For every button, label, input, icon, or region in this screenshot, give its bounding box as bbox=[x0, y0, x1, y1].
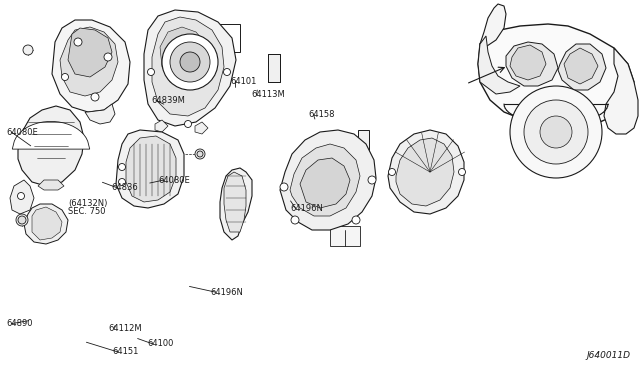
Circle shape bbox=[352, 216, 360, 224]
Bar bbox=[358, 130, 369, 160]
Text: 64196N: 64196N bbox=[291, 204, 323, 213]
Text: 64151: 64151 bbox=[113, 347, 139, 356]
Polygon shape bbox=[224, 172, 246, 232]
Circle shape bbox=[458, 169, 465, 176]
Polygon shape bbox=[396, 138, 454, 206]
Bar bbox=[330, 226, 360, 246]
Circle shape bbox=[104, 53, 112, 61]
Text: 64890: 64890 bbox=[6, 319, 33, 328]
Circle shape bbox=[17, 192, 24, 199]
Circle shape bbox=[147, 68, 154, 76]
Bar bbox=[195, 24, 240, 52]
Polygon shape bbox=[38, 180, 64, 190]
Circle shape bbox=[18, 216, 26, 224]
Polygon shape bbox=[478, 24, 634, 124]
Circle shape bbox=[23, 45, 33, 55]
Circle shape bbox=[118, 164, 125, 170]
Polygon shape bbox=[24, 204, 68, 244]
Circle shape bbox=[510, 86, 602, 178]
Polygon shape bbox=[300, 158, 350, 208]
Polygon shape bbox=[506, 42, 558, 86]
Polygon shape bbox=[10, 180, 34, 214]
Circle shape bbox=[162, 34, 218, 90]
Text: 64196N: 64196N bbox=[210, 288, 243, 296]
Text: 64836: 64836 bbox=[111, 183, 138, 192]
Polygon shape bbox=[68, 28, 112, 77]
Polygon shape bbox=[290, 144, 360, 216]
Circle shape bbox=[195, 149, 205, 159]
Circle shape bbox=[16, 214, 28, 226]
Text: SEC. 750: SEC. 750 bbox=[68, 207, 106, 216]
Circle shape bbox=[291, 216, 299, 224]
Polygon shape bbox=[510, 45, 546, 80]
Circle shape bbox=[540, 116, 572, 148]
Polygon shape bbox=[85, 104, 115, 124]
Text: 64112M: 64112M bbox=[109, 324, 143, 333]
Polygon shape bbox=[388, 130, 464, 214]
Polygon shape bbox=[32, 207, 62, 240]
Circle shape bbox=[368, 176, 376, 184]
Circle shape bbox=[197, 151, 203, 157]
Polygon shape bbox=[18, 106, 84, 186]
Polygon shape bbox=[152, 17, 224, 116]
Text: (64132N): (64132N) bbox=[68, 199, 108, 208]
Text: J640011D: J640011D bbox=[586, 351, 630, 360]
Polygon shape bbox=[280, 130, 376, 230]
Circle shape bbox=[74, 38, 82, 46]
Circle shape bbox=[280, 183, 288, 191]
Polygon shape bbox=[478, 36, 520, 94]
Circle shape bbox=[184, 121, 191, 128]
Polygon shape bbox=[220, 168, 252, 240]
Polygon shape bbox=[60, 27, 118, 96]
Text: 64101: 64101 bbox=[230, 77, 257, 86]
Text: 64100: 64100 bbox=[147, 339, 173, 348]
Circle shape bbox=[180, 52, 200, 72]
Bar bbox=[268, 54, 280, 82]
Text: 64080E: 64080E bbox=[159, 176, 191, 185]
Circle shape bbox=[223, 68, 230, 76]
Text: 64158: 64158 bbox=[308, 110, 335, 119]
Polygon shape bbox=[12, 122, 90, 149]
Text: 64080E: 64080E bbox=[6, 128, 38, 137]
Polygon shape bbox=[144, 10, 236, 126]
Circle shape bbox=[91, 93, 99, 101]
Circle shape bbox=[524, 100, 588, 164]
Bar bbox=[268, 54, 280, 82]
Polygon shape bbox=[195, 122, 208, 134]
Polygon shape bbox=[160, 27, 208, 84]
Circle shape bbox=[170, 42, 210, 82]
Polygon shape bbox=[558, 44, 606, 90]
Circle shape bbox=[61, 74, 68, 80]
Polygon shape bbox=[116, 130, 184, 208]
Polygon shape bbox=[564, 48, 598, 84]
Text: 64113M: 64113M bbox=[252, 90, 285, 99]
Text: 64839M: 64839M bbox=[151, 96, 185, 105]
Circle shape bbox=[118, 179, 125, 186]
Polygon shape bbox=[126, 136, 176, 202]
Polygon shape bbox=[480, 4, 506, 48]
Polygon shape bbox=[604, 48, 638, 134]
Circle shape bbox=[388, 169, 396, 176]
Polygon shape bbox=[52, 20, 130, 112]
Polygon shape bbox=[155, 120, 168, 132]
